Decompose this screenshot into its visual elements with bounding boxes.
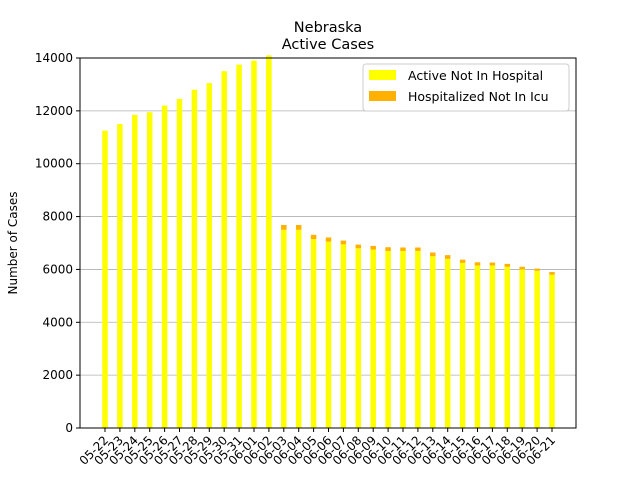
- bar-active-not-in-hospital-05-28: [191, 89, 198, 428]
- bar-active-not-in-hospital-06-03: [281, 229, 287, 428]
- legend-label: Hospitalized Not In Icu: [408, 89, 549, 104]
- bar-active-not-in-hospital-06-18: [504, 266, 511, 428]
- chart-subtitle: Active Cases: [282, 37, 375, 53]
- y-tick-label: 4000: [42, 315, 73, 329]
- y-axis: 0 2000 4000 6000 8000 10000 12000 14000: [35, 51, 80, 435]
- bar-active-not-in-hospital-05-22: [102, 130, 108, 428]
- bar-hospitalized-not-in-icu-06-08: [355, 244, 362, 249]
- bar-active-not-in-hospital-05-27: [176, 98, 183, 428]
- bar-hospitalized-not-in-icu-06-13: [430, 252, 436, 257]
- bars: [102, 55, 555, 429]
- bar-hospitalized-not-in-icu-06-14: [444, 255, 451, 259]
- bar-active-not-in-hospital-06-11: [400, 250, 406, 428]
- bar-active-not-in-hospital-06-08: [355, 248, 362, 428]
- y-axis-label: Number of Cases: [6, 191, 20, 294]
- legend-box: [362, 63, 570, 112]
- y-tick-label: 6000: [42, 262, 73, 276]
- bar-active-not-in-hospital-06-19: [519, 269, 525, 428]
- bar-active-not-in-hospital-05-23: [117, 124, 123, 429]
- chart-title: Nebraska: [294, 20, 362, 36]
- legend-swatch: [369, 91, 396, 101]
- bar-hospitalized-not-in-icu-06-11: [400, 247, 406, 251]
- bar-active-not-in-hospital-06-04: [295, 229, 302, 428]
- bar-hospitalized-not-in-icu-06-03: [281, 225, 287, 230]
- bar-active-not-in-hospital-05-30: [221, 71, 227, 428]
- y-tick-label: 10000: [35, 157, 73, 171]
- legend-label: Active Not In Hospital: [408, 68, 543, 83]
- bar-active-not-in-hospital-06-14: [444, 258, 451, 428]
- bar-hospitalized-not-in-icu-06-05: [310, 234, 317, 240]
- bar-active-not-in-hospital-06-16: [474, 265, 481, 428]
- bar-hospitalized-not-in-icu-06-21: [549, 272, 555, 275]
- y-tick-label: 12000: [35, 104, 73, 118]
- legend-swatch: [369, 70, 396, 80]
- bar-hospitalized-not-in-icu-06-19: [519, 266, 525, 270]
- y-tick-label: 0: [65, 421, 73, 435]
- bar-active-not-in-hospital-06-20: [534, 270, 540, 428]
- bar-active-not-in-hospital-05-24: [132, 114, 138, 429]
- bar-active-not-in-hospital-06-06: [325, 241, 332, 428]
- bar-active-not-in-hospital-05-25: [146, 112, 153, 428]
- bar-hospitalized-not-in-icu-06-16: [474, 262, 481, 266]
- bar-active-not-in-hospital-05-26: [161, 105, 168, 429]
- bar-active-not-in-hospital-05-29: [206, 83, 213, 428]
- bar-active-not-in-hospital-06-01: [251, 60, 257, 429]
- bar-active-not-in-hospital-06-12: [415, 250, 421, 428]
- bar-hospitalized-not-in-icu-06-07: [340, 240, 347, 245]
- bar-hospitalized-not-in-icu-06-17: [489, 262, 496, 266]
- y-tick-label: 14000: [35, 51, 73, 65]
- bar-active-not-in-hospital-06-15: [459, 262, 466, 428]
- legend: Active Not In Hospital Hospitalized Not I…: [362, 63, 570, 112]
- bar-hospitalized-not-in-icu-06-04: [295, 225, 302, 230]
- bar-active-not-in-hospital-05-31: [236, 64, 242, 428]
- y-tick-label: 2000: [42, 368, 73, 382]
- y-tick-label: 8000: [42, 210, 73, 224]
- bar-hospitalized-not-in-icu-06-20: [534, 268, 540, 271]
- bar-active-not-in-hospital-06-21: [549, 274, 555, 428]
- bar-active-not-in-hospital-06-07: [340, 244, 347, 428]
- bar-active-not-in-hospital-06-02: [266, 55, 272, 428]
- bar-active-not-in-hospital-06-10: [385, 250, 391, 428]
- bar-active-not-in-hospital-06-05: [310, 239, 317, 428]
- bar-active-not-in-hospital-06-13: [430, 256, 436, 428]
- bar-hospitalized-not-in-icu-06-15: [459, 259, 466, 263]
- bar-hospitalized-not-in-icu-06-12: [415, 247, 421, 251]
- bar-hospitalized-not-in-icu-06-09: [370, 245, 376, 250]
- bar-hospitalized-not-in-icu-06-10: [385, 247, 391, 251]
- bar-hospitalized-not-in-icu-06-06: [325, 237, 332, 242]
- bar-active-not-in-hospital-06-09: [370, 249, 376, 428]
- bar-active-not-in-hospital-06-17: [489, 265, 496, 428]
- bar-hospitalized-not-in-icu-06-18: [504, 263, 511, 267]
- x-axis: 05-2205-2305-2405-2505-2605-2705-2805-29…: [77, 428, 558, 468]
